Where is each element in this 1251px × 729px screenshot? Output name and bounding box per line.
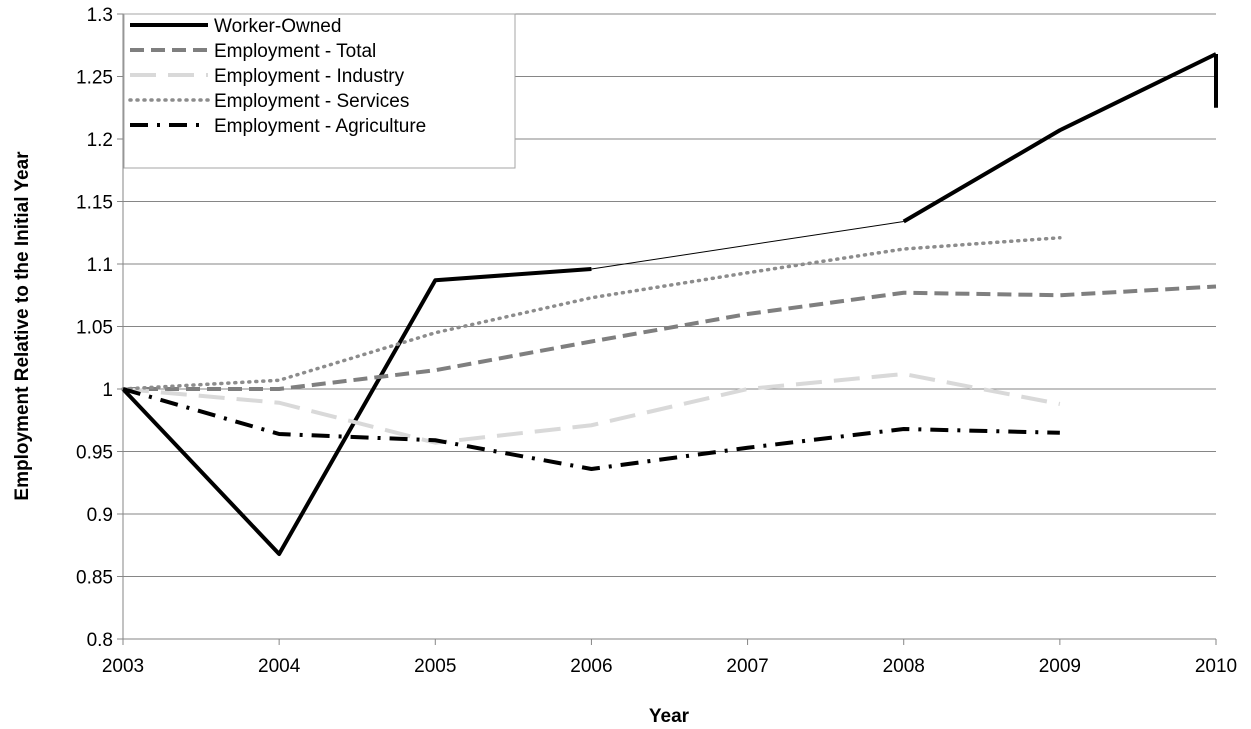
x-tick-label: 2006	[570, 656, 612, 677]
y-tick-label: 1.15	[76, 193, 113, 214]
x-tick-label: 2005	[414, 656, 456, 677]
legend-label: Employment - Industry	[214, 66, 405, 87]
x-tick-label: 2003	[102, 656, 144, 677]
legend-box	[123, 13, 516, 169]
x-tick-label: 2008	[883, 656, 925, 677]
y-tick-label: 1.3	[87, 5, 113, 26]
y-tick-label: 1.25	[76, 68, 113, 89]
y-tick-label: 1.2	[87, 130, 113, 151]
x-tick-label: 2009	[1039, 656, 1081, 677]
legend-label: Employment - Services	[214, 91, 409, 112]
y-tick-label: 0.9	[87, 505, 113, 526]
x-axis-title: Year	[649, 706, 690, 727]
series-line	[122, 372, 1061, 445]
y-tick-label: 1	[102, 380, 113, 401]
y-axis-title: Employment Relative to the Initial Year	[12, 151, 33, 501]
legend-label: Employment - Total	[214, 41, 376, 62]
y-tick-label: 1.05	[76, 318, 113, 339]
legend-label: Employment - Agriculture	[214, 116, 426, 137]
series-line	[123, 284, 1217, 391]
legend-label: Worker-Owned	[214, 16, 341, 37]
series-line-worker-owned	[902, 52, 1217, 224]
series-line	[121, 236, 1062, 391]
series-connector	[591, 221, 904, 270]
x-tick-label: 2007	[726, 656, 768, 677]
y-tick-label: 1.1	[87, 255, 113, 276]
y-tick-label: 0.95	[76, 443, 113, 464]
series	[121, 52, 1218, 556]
x-tick-label: 2010	[1195, 656, 1237, 677]
y-tick-label: 0.85	[76, 568, 113, 589]
series-line-worker-owned	[121, 267, 592, 556]
y-tick-label: 0.8	[87, 630, 113, 651]
series-line	[122, 387, 1060, 471]
x-tick-label: 2004	[258, 656, 301, 677]
legend: Worker-Owned Employment - Total Employment…	[123, 13, 516, 169]
axes: 0.8 0.85 0.9 0.95 1 1.05 1.1 1.15 1.2 1.25 1.3 2003…	[76, 5, 1237, 677]
